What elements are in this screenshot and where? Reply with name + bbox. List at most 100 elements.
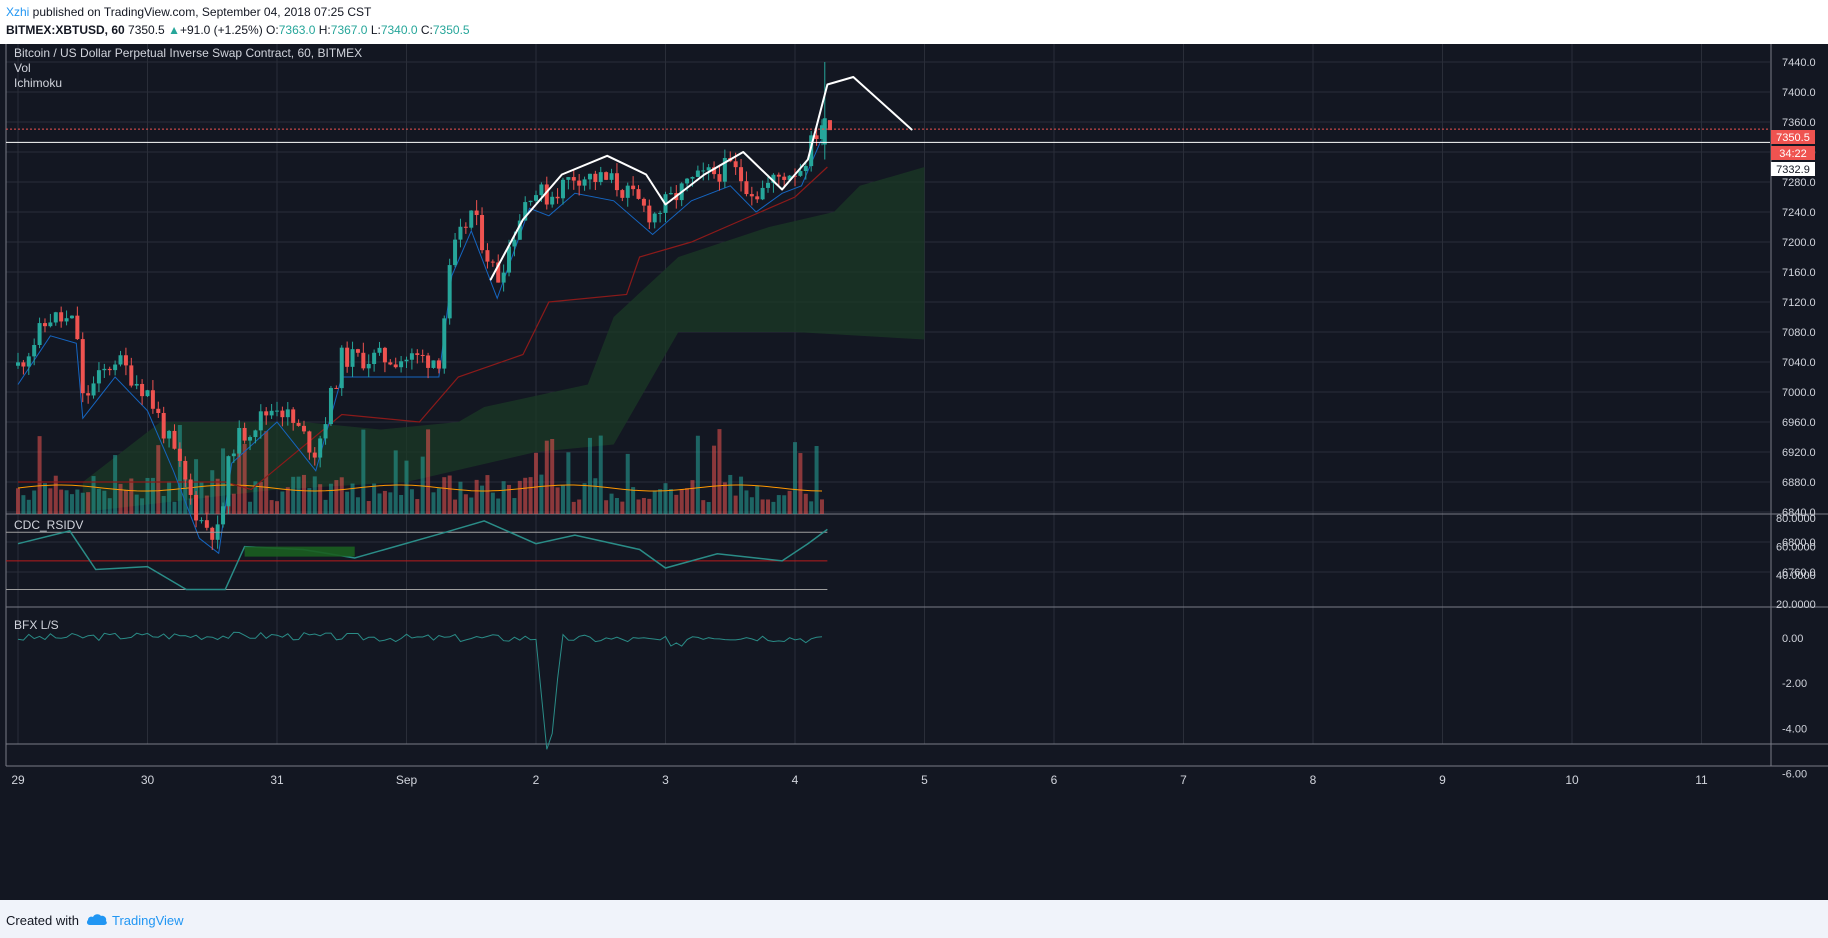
author-link[interactable]: Xzhi [6,5,30,19]
high-label: H: [318,23,331,37]
volume-bar [183,477,188,514]
candle-body [496,262,501,283]
candle-body [814,135,819,140]
volume-bar [528,477,533,514]
candle-body [822,118,827,145]
volume-bar [372,483,377,514]
ichimoku-lines [17,140,828,555]
candle-body [123,355,128,366]
volume-bar [150,477,155,514]
price-tick-label: 7400.0 [1782,87,1816,99]
volume-bar [177,424,182,514]
candle-body [469,210,474,228]
candle-body [787,175,792,180]
price-tick-label: 6960.0 [1782,417,1816,429]
volume-bar [453,499,458,514]
volume-bar [161,495,166,514]
volume-bar [625,453,630,514]
candle-body [803,166,808,172]
volume-bar [749,497,754,514]
candle-body [523,202,528,221]
candle-body [587,173,592,180]
candle-body [442,318,447,369]
volume-bar [604,500,609,514]
candle-body [75,315,80,340]
volume-legend[interactable]: Vol [14,61,31,75]
candle-body [59,312,64,322]
volume-bar [814,446,819,514]
candle-body [334,387,339,389]
candle-body [733,161,738,168]
candle-body [32,345,37,357]
ichimoku-legend[interactable]: Ichimoku [14,76,63,90]
price-tick-label: 6880.0 [1782,477,1816,489]
candle-body [21,362,26,367]
volume-bar [782,495,787,514]
change-arrow: ▲ [168,23,180,37]
candle-body [517,220,522,240]
volume-bar [167,481,172,514]
bfx-legend[interactable]: BFX L/S [14,618,59,632]
volume-bar [776,495,781,514]
volume-bar [458,481,463,514]
volume-bar [620,501,625,514]
volume-bar [793,442,797,514]
price-tick-label: 7200.0 [1782,237,1816,249]
candle-body [771,174,776,183]
volume-bar [766,499,771,514]
candle-body [690,176,695,179]
footer: Created with TradingView [0,900,1828,938]
candle-body [480,215,485,251]
candle-body [42,323,47,327]
candle-body [285,409,290,418]
volume-bar [145,477,150,514]
volume-bar [571,501,576,514]
volume-bar [442,477,447,514]
volume-bar [301,474,306,514]
candle-body [668,193,673,195]
volume-bar [744,490,749,514]
candle-body [258,411,263,431]
candle-body [377,347,382,353]
candle-body [474,210,479,216]
time-tick-label: 31 [270,773,284,787]
candle-body [766,182,771,188]
candle-body [372,352,377,364]
candle-body [641,198,646,206]
candle-body [819,125,824,140]
candle-body [739,167,744,182]
candle-body [156,408,161,413]
bfx-tick-label: -4.00 [1782,723,1807,735]
volume-bar [490,492,495,514]
candle-body [312,452,317,458]
freehand-drawing[interactable] [489,76,913,281]
chart-canvas[interactable]: 7440.07400.07360.07320.07280.07240.07200… [0,44,1828,900]
time-axis[interactable]: 29 30 31 Sep 2 3 4 5 6 7 8 9 10 11 [11,773,1708,787]
volume-bar [318,484,323,514]
candle-body [555,196,560,199]
candle-body [501,272,506,283]
volume-bar [798,453,803,514]
volume-bar [64,490,69,514]
rsi-legend[interactable]: CDC_RSIDV [14,518,84,532]
tradingview-link[interactable]: TradingView [112,913,184,928]
volume-bar [237,445,242,514]
candle-body [604,172,609,180]
volume-bar [307,488,312,514]
kijun-line [18,166,828,491]
volume-bar [512,498,517,514]
chart-area[interactable]: 7440.07400.07360.07320.07280.07240.07200… [0,44,1828,900]
volume-bar [496,498,501,514]
volume-bar [323,499,328,514]
volume-bar [658,489,663,514]
candle-body [722,158,727,182]
volume-bar [118,483,123,514]
candle-body [296,422,301,426]
time-tick-label: 6 [1051,773,1058,787]
volume-bar [285,487,290,514]
candle-body [134,383,139,386]
countdown-tag: 34:22 [1779,148,1807,160]
volume-bar [404,460,409,514]
candle-body [86,393,91,396]
volume-bar [107,498,112,514]
